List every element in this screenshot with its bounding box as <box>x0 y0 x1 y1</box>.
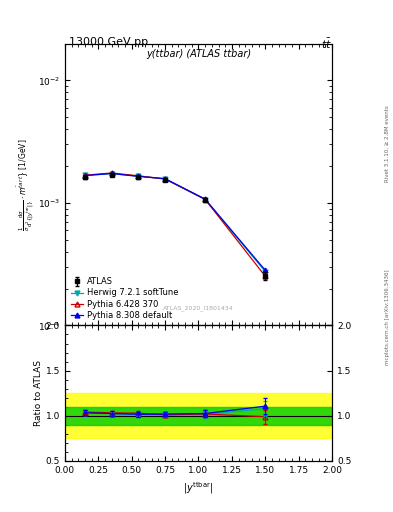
X-axis label: $|y^{\mathsf{ttbar}}|$: $|y^{\mathsf{ttbar}}|$ <box>183 480 214 496</box>
Herwig 7.2.1 softTune <box>136 173 141 179</box>
Y-axis label: $\frac{1}{\sigma}\frac{\mathrm{d}\sigma}{\mathrm{d}^{2}\{|y^{\bar{t}ar}|\}} \cdo: $\frac{1}{\sigma}\frac{\mathrm{d}\sigma}… <box>15 138 36 231</box>
Herwig 7.2.1 softTune <box>263 269 268 275</box>
Herwig 7.2.1 softTune <box>109 170 114 177</box>
Bar <box>65 407 332 425</box>
Line: Pythia 8.308 default: Pythia 8.308 default <box>83 171 268 273</box>
Pythia 6.428 370 <box>163 176 167 182</box>
Pythia 8.308 default <box>109 170 114 177</box>
Text: mcplots.cern.ch [arXiv:1306.3436]: mcplots.cern.ch [arXiv:1306.3436] <box>385 270 390 365</box>
Pythia 6.428 370 <box>263 273 268 280</box>
Pythia 6.428 370 <box>83 172 87 178</box>
Y-axis label: Ratio to ATLAS: Ratio to ATLAS <box>34 360 43 426</box>
Text: 13000 GeV pp: 13000 GeV pp <box>69 37 148 47</box>
Pythia 8.308 default <box>203 196 208 202</box>
Pythia 8.308 default <box>163 176 167 182</box>
Pythia 8.308 default <box>136 174 141 180</box>
Herwig 7.2.1 softTune <box>203 197 208 203</box>
Bar <box>65 393 332 438</box>
Text: y(ttbar) (ATLAS ttbar): y(ttbar) (ATLAS ttbar) <box>146 49 251 59</box>
Pythia 6.428 370 <box>136 173 141 179</box>
Line: Pythia 6.428 370: Pythia 6.428 370 <box>83 170 268 279</box>
Text: Rivet 3.1.10, ≥ 2.8M events: Rivet 3.1.10, ≥ 2.8M events <box>385 105 390 182</box>
Pythia 6.428 370 <box>203 196 208 202</box>
Text: $t\bar{t}$: $t\bar{t}$ <box>321 37 332 51</box>
Text: ATLAS_2020_I1801434: ATLAS_2020_I1801434 <box>163 306 234 311</box>
Herwig 7.2.1 softTune <box>163 176 167 182</box>
Pythia 8.308 default <box>263 267 268 273</box>
Line: Herwig 7.2.1 softTune: Herwig 7.2.1 softTune <box>83 171 268 274</box>
Pythia 8.308 default <box>83 173 87 179</box>
Herwig 7.2.1 softTune <box>83 173 87 179</box>
Legend: ATLAS, Herwig 7.2.1 softTune, Pythia 6.428 370, Pythia 8.308 default: ATLAS, Herwig 7.2.1 softTune, Pythia 6.4… <box>69 276 180 322</box>
Pythia 6.428 370 <box>109 170 114 176</box>
